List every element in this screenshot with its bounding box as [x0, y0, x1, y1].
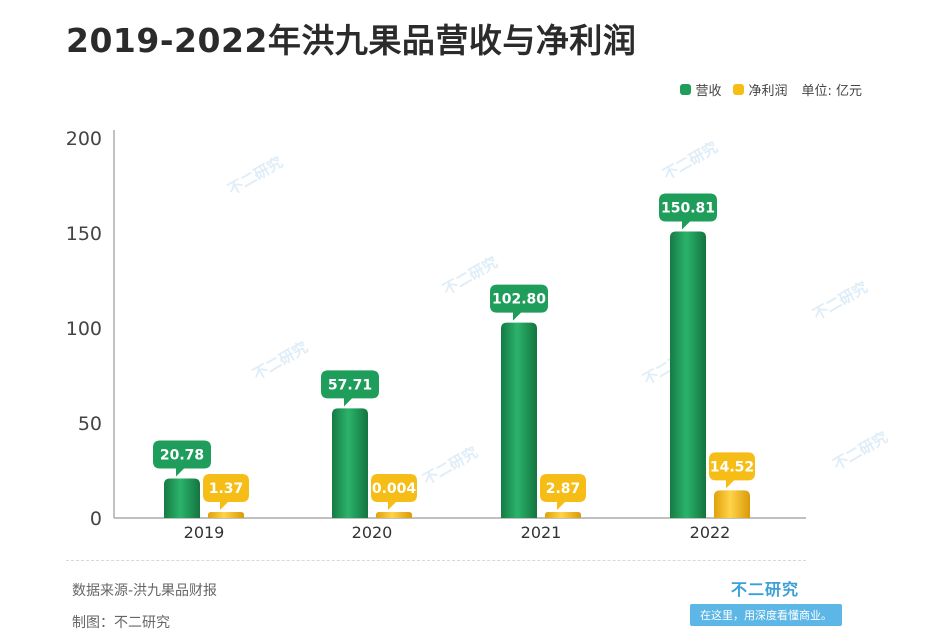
revenue-data-label: 20.78 — [160, 448, 204, 464]
legend-swatch-profit — [733, 84, 745, 95]
y-tick-label: 0 — [90, 508, 102, 530]
profit-callout — [371, 474, 417, 510]
revenue-bar — [332, 408, 368, 518]
source-note: 数据来源-洪九果品财报 — [72, 583, 218, 599]
y-tick-label: 150 — [66, 223, 102, 245]
profit-data-label: 0.004 — [372, 481, 417, 497]
profit-data-label: 14.52 — [710, 459, 754, 475]
revenue-bar — [164, 478, 200, 518]
chart-title: 2019-2022年洪九果品营收与净利润 — [66, 21, 637, 60]
x-tick-label: 2020 — [352, 523, 393, 542]
revenue-data-label: 57.71 — [328, 377, 372, 393]
revenue-bar — [670, 231, 706, 518]
y-tick-label: 100 — [66, 318, 102, 340]
revenue-data-label: 102.80 — [492, 292, 546, 308]
profit-data-label: 2.87 — [546, 481, 581, 497]
legend-item-profit: 净利润 — [733, 80, 787, 99]
revenue-bar — [501, 322, 537, 518]
legend-item-revenue: 营收 — [680, 80, 721, 99]
revenue-callout — [659, 193, 717, 230]
profit-data-label: 1.37 — [209, 481, 244, 497]
maker-note: 制图：不二研究 — [72, 615, 170, 631]
footer-divider — [66, 560, 806, 561]
y-tick-label: 50 — [78, 413, 102, 435]
profit-bar — [714, 490, 750, 518]
revenue-callout — [321, 370, 379, 407]
revenue-callout — [490, 284, 548, 321]
legend-label-profit: 净利润 — [748, 84, 788, 99]
y-tick-label: 200 — [66, 128, 102, 150]
brand-name: 不二研究 — [730, 580, 799, 599]
legend-swatch-revenue — [680, 84, 692, 95]
profit-callout — [203, 474, 249, 510]
profit-callout — [709, 452, 755, 489]
profit-bar — [545, 512, 581, 518]
profit-bar — [208, 512, 244, 518]
x-tick-label: 2022 — [690, 523, 731, 542]
revenue-callout — [153, 440, 211, 477]
revenue-data-label: 150.81 — [661, 200, 715, 216]
profit-bar — [376, 512, 412, 518]
profit-callout — [540, 474, 586, 510]
bar-chart: 0 50 100 150 200 2019 20.78 1.37 2020 57.71 0.004 2… — [66, 128, 806, 542]
legend: 营收 净利润 单位: 亿元 — [680, 80, 862, 99]
brand-block: 不二研究 在这里，用深度看懂商业。 — [690, 576, 842, 626]
legend-label-revenue: 营收 — [695, 84, 722, 99]
unit-label: 单位: 亿元 — [801, 84, 862, 99]
brand-slogan: 在这里，用深度看懂商业。 — [690, 604, 842, 626]
x-tick-label: 2019 — [184, 523, 225, 542]
x-tick-label: 2021 — [521, 523, 562, 542]
